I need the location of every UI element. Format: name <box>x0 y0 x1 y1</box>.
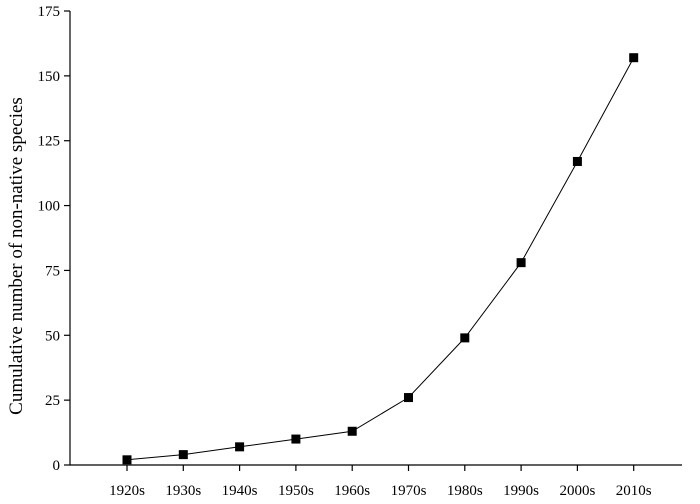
y-tick-label: 25 <box>45 393 60 409</box>
plot-area <box>122 53 639 465</box>
x-tick-label: 1980s <box>447 483 483 499</box>
x-tick-label: 1920s <box>109 483 145 499</box>
data-point <box>460 333 470 343</box>
x-axis: 1920s 1930s 1940s 1950s 1960s 1970s 1980s 1990s… <box>70 464 682 499</box>
x-ticks: 1920s 1930s 1940s 1950s 1960s 1970s 1980s 1990s… <box>109 465 652 499</box>
x-tick-label: 1940s <box>222 483 258 499</box>
y-axis-title: Cumulative number of non-native species <box>6 97 27 415</box>
x-tick-label: 1970s <box>391 483 427 499</box>
y-tick-label: 125 <box>38 134 61 150</box>
y-tick-label: 100 <box>38 199 61 215</box>
y-tick-label: 150 <box>38 69 61 85</box>
y-tick-label: 75 <box>45 263 60 279</box>
x-tick-label: 1960s <box>334 483 370 499</box>
y-ticks: 0 25 50 75 100 125 150 175 <box>38 4 70 474</box>
data-point <box>572 156 582 166</box>
data-point <box>347 426 357 436</box>
data-point <box>516 258 526 268</box>
x-tick-label: 1990s <box>503 483 539 499</box>
data-point <box>178 450 188 460</box>
data-point <box>122 455 132 465</box>
data-point <box>235 442 245 452</box>
x-tick-label: 1930s <box>165 483 201 499</box>
data-point <box>291 434 301 444</box>
x-tick-label: 2000s <box>559 483 595 499</box>
data-point <box>404 393 413 403</box>
x-tick-label: 1950s <box>278 483 314 499</box>
y-tick-label: 175 <box>38 4 61 20</box>
series-line <box>126 57 635 461</box>
y-tick-label: 0 <box>53 458 61 474</box>
series-markers <box>122 53 639 465</box>
data-point <box>629 53 639 63</box>
x-tick-label: 2010s <box>616 483 652 499</box>
y-axis: 0 25 50 75 100 125 150 175 <box>38 4 71 474</box>
y-tick-label: 50 <box>45 328 60 344</box>
